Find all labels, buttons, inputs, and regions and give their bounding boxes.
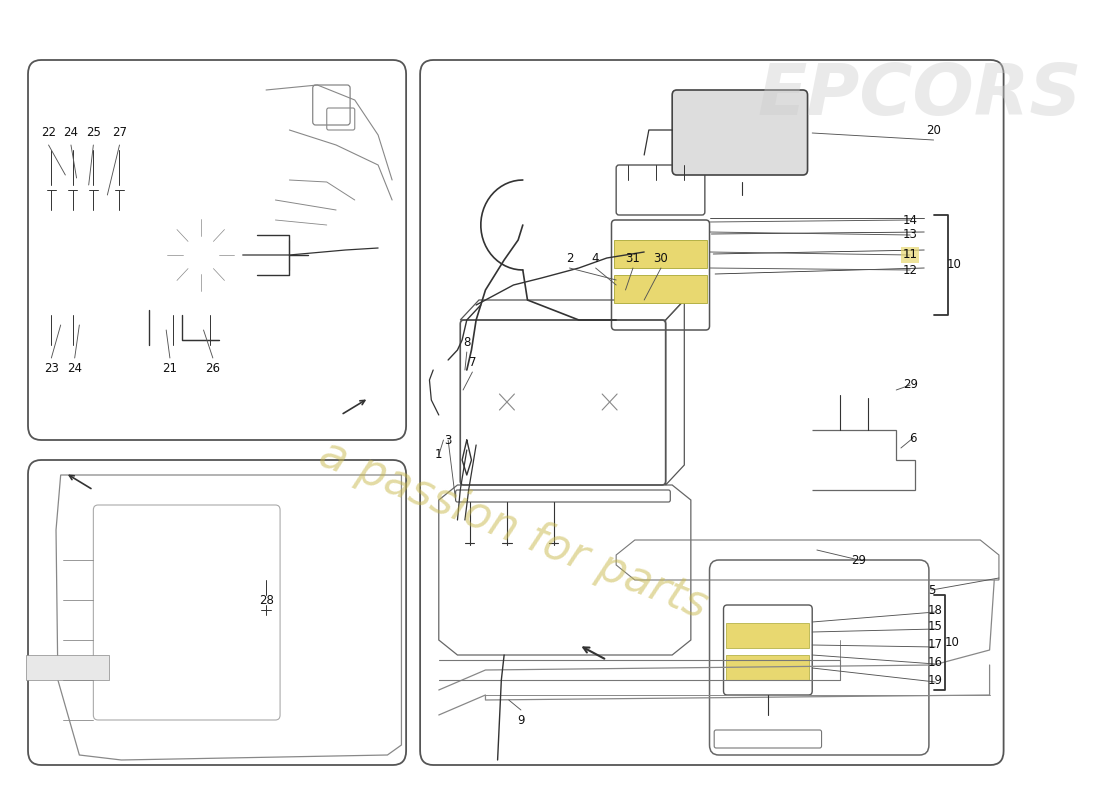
Bar	[726, 623, 810, 648]
Text: 10: 10	[947, 258, 961, 271]
Text: 25: 25	[86, 126, 101, 138]
Text: 4: 4	[592, 251, 600, 265]
Bar	[614, 240, 706, 268]
Text: a passion for parts: a passion for parts	[314, 432, 714, 628]
Bar	[26, 655, 109, 680]
Text: 9: 9	[517, 714, 525, 726]
Text: 21: 21	[163, 362, 177, 374]
Text: 26: 26	[206, 362, 220, 374]
Text: 16: 16	[928, 655, 943, 669]
Text: 1: 1	[434, 449, 442, 462]
Text: 29: 29	[851, 554, 867, 566]
Text: 17: 17	[928, 638, 943, 651]
Text: 11: 11	[903, 249, 917, 262]
Text: 29: 29	[903, 378, 917, 391]
Text: 5: 5	[928, 583, 935, 597]
Text: 18: 18	[928, 603, 943, 617]
Text: 20: 20	[926, 123, 940, 137]
Text: 13: 13	[903, 229, 917, 242]
Text: EPCORS: EPCORS	[758, 61, 1081, 130]
Text: 6: 6	[910, 431, 916, 445]
Text: 28: 28	[258, 594, 274, 606]
Text: 2: 2	[565, 251, 573, 265]
Text: 14: 14	[903, 214, 917, 226]
Text: 31: 31	[626, 251, 640, 265]
Text: 23: 23	[44, 362, 58, 374]
Text: 8: 8	[463, 335, 471, 349]
Text: 11: 11	[903, 249, 917, 262]
Text: 19: 19	[928, 674, 943, 686]
Text: 10: 10	[945, 637, 959, 650]
Text: 30: 30	[653, 251, 669, 265]
Text: 3: 3	[444, 434, 452, 446]
Text: 12: 12	[903, 263, 917, 277]
FancyBboxPatch shape	[672, 90, 807, 175]
Text: 22: 22	[41, 126, 56, 138]
Text: 27: 27	[112, 126, 126, 138]
Bar	[614, 275, 706, 303]
Text: 7: 7	[469, 355, 476, 369]
Text: 24: 24	[67, 362, 82, 374]
Bar	[726, 655, 810, 680]
Text: 15: 15	[928, 621, 943, 634]
Text: 24: 24	[64, 126, 78, 138]
